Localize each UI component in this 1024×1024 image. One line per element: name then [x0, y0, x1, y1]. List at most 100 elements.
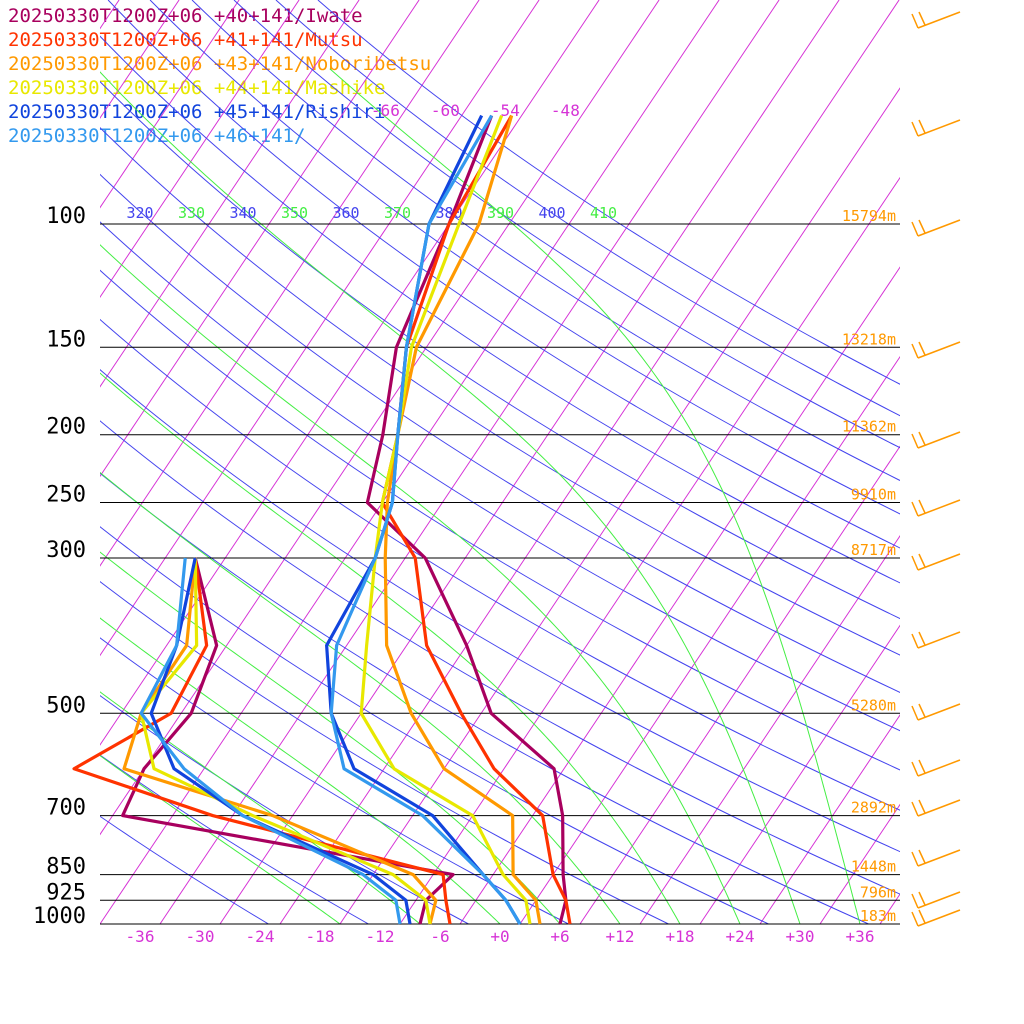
wind-barb-flag	[918, 341, 926, 356]
moist-adiabat-line	[329, 68, 861, 924]
temperature-tick-label: -30	[186, 927, 215, 946]
legend-entry: 20250330T1200Z+06 +46+141/	[8, 125, 306, 147]
temperature-tick-label: -24	[246, 927, 275, 946]
wind-barb	[911, 909, 961, 927]
isotherm-line	[100, 0, 600, 746]
wind-barb-flag	[918, 703, 926, 718]
legend: 20250330T1200Z+06 +40+141/Iwate 20250330T…	[8, 4, 431, 148]
legend-entry: 20250330T1200Z+06 +45+141/Rishiri	[8, 101, 386, 123]
isotherm-line	[519, 355, 900, 924]
dry-adiabat-line	[100, 318, 900, 811]
wind-barb	[911, 11, 961, 29]
isotherm-line	[279, 0, 900, 924]
wind-barb-flag	[911, 501, 919, 517]
height-label: 1448m	[851, 858, 896, 876]
temperature-tick-label: -6	[430, 927, 449, 946]
wind-barb-flag	[918, 219, 926, 234]
dry-adiabat-line	[191, 0, 900, 482]
wind-barb-flag	[918, 499, 926, 514]
wind-barb	[911, 219, 961, 237]
temperature-profile-line	[365, 114, 568, 925]
upper-temperature-label: -60	[431, 101, 460, 120]
wind-barb	[911, 799, 961, 817]
dry-adiabat-line	[100, 580, 669, 924]
isotherm-line	[100, 0, 120, 30]
wind-barb-flag	[911, 343, 919, 359]
moist-adiabat-line	[100, 755, 341, 924]
theta-label: 320	[126, 204, 153, 222]
wind-barb-flag	[911, 433, 919, 449]
wind-barb-flag	[911, 221, 919, 237]
isotherm-line	[100, 0, 420, 478]
isotherm-line	[459, 266, 900, 924]
temperature-profile-line	[383, 115, 542, 925]
isotherm-line	[879, 893, 900, 924]
isotherm-line	[0, 0, 59, 924]
pressure-label: 300	[46, 538, 86, 563]
wind-barb-flag	[918, 119, 926, 134]
theta-label: 350	[281, 204, 308, 222]
isotherm-line	[100, 0, 180, 119]
pressure-label: 200	[46, 415, 86, 440]
isotherm-line	[100, 0, 240, 209]
dry-adiabat-line	[100, 35, 900, 584]
dewpoint-profile-line	[72, 557, 452, 925]
dry-adiabat-line	[100, 420, 900, 895]
theta-label: 400	[538, 204, 565, 222]
temperature-profile-line	[359, 114, 532, 925]
dry-adiabat-line	[100, 472, 869, 924]
isotherm-line	[579, 445, 900, 924]
isotherm-line	[339, 87, 900, 924]
height-label: 13218m	[842, 330, 896, 348]
isotherm-line	[399, 176, 900, 924]
temperature-tick-label: +30	[786, 927, 815, 946]
pressure-label: 250	[46, 483, 86, 508]
isotherm-line	[100, 0, 300, 299]
pressure-label: 925	[46, 880, 86, 905]
temperature-tick-label: +24	[726, 927, 755, 946]
height-label: 2892m	[851, 799, 896, 817]
height-label: 5280m	[851, 696, 896, 714]
pressure-label: 850	[46, 855, 86, 880]
theta-label: 390	[487, 204, 514, 222]
wind-barb-flag	[911, 801, 919, 817]
theta-label: 340	[229, 204, 256, 222]
wind-barb-staff	[917, 119, 961, 137]
height-label: 15794m	[842, 207, 896, 225]
dry-adiabat-line	[100, 754, 369, 924]
dewpoint-profile-line	[122, 557, 438, 925]
dry-adiabat-line	[100, 173, 900, 693]
wind-barb-staff	[917, 799, 961, 817]
dry-adiabat-line	[233, 0, 900, 449]
dry-adiabat-line	[100, 126, 900, 656]
isotherm-line	[219, 0, 840, 924]
temperature-tick-label: +0	[490, 927, 509, 946]
height-label: 183m	[860, 907, 896, 925]
height-label: 796m	[860, 883, 896, 901]
upper-temperature-label: -48	[551, 101, 580, 120]
dry-adiabat-line	[100, 695, 469, 924]
dry-adiabat-line	[317, 0, 900, 385]
wind-barb-staff	[917, 219, 961, 237]
wind-barb-staff	[917, 431, 961, 449]
wind-barb-flag	[911, 13, 919, 29]
wind-barb-flag	[918, 891, 926, 906]
dry-adiabat-line	[149, 0, 900, 515]
wind-barb-staff	[917, 341, 961, 359]
isotherm-line	[100, 0, 660, 836]
isotherm-line	[100, 0, 360, 388]
dry-adiabat-line	[100, 369, 900, 853]
dry-adiabat-line	[275, 0, 900, 417]
isotherm-line	[940, 0, 1024, 924]
dry-adiabat-line	[100, 221, 900, 732]
temperature-tick-label: +12	[606, 927, 635, 946]
dry-adiabat-line	[100, 526, 769, 924]
pressure-label: 100	[46, 204, 86, 229]
wind-barb-staff	[917, 703, 961, 721]
wind-barb-flag	[918, 909, 926, 924]
temperature-tick-label: +36	[846, 927, 875, 946]
wind-barb	[911, 119, 961, 137]
dewpoint-profile-line	[139, 557, 432, 925]
wind-barb	[911, 631, 961, 649]
